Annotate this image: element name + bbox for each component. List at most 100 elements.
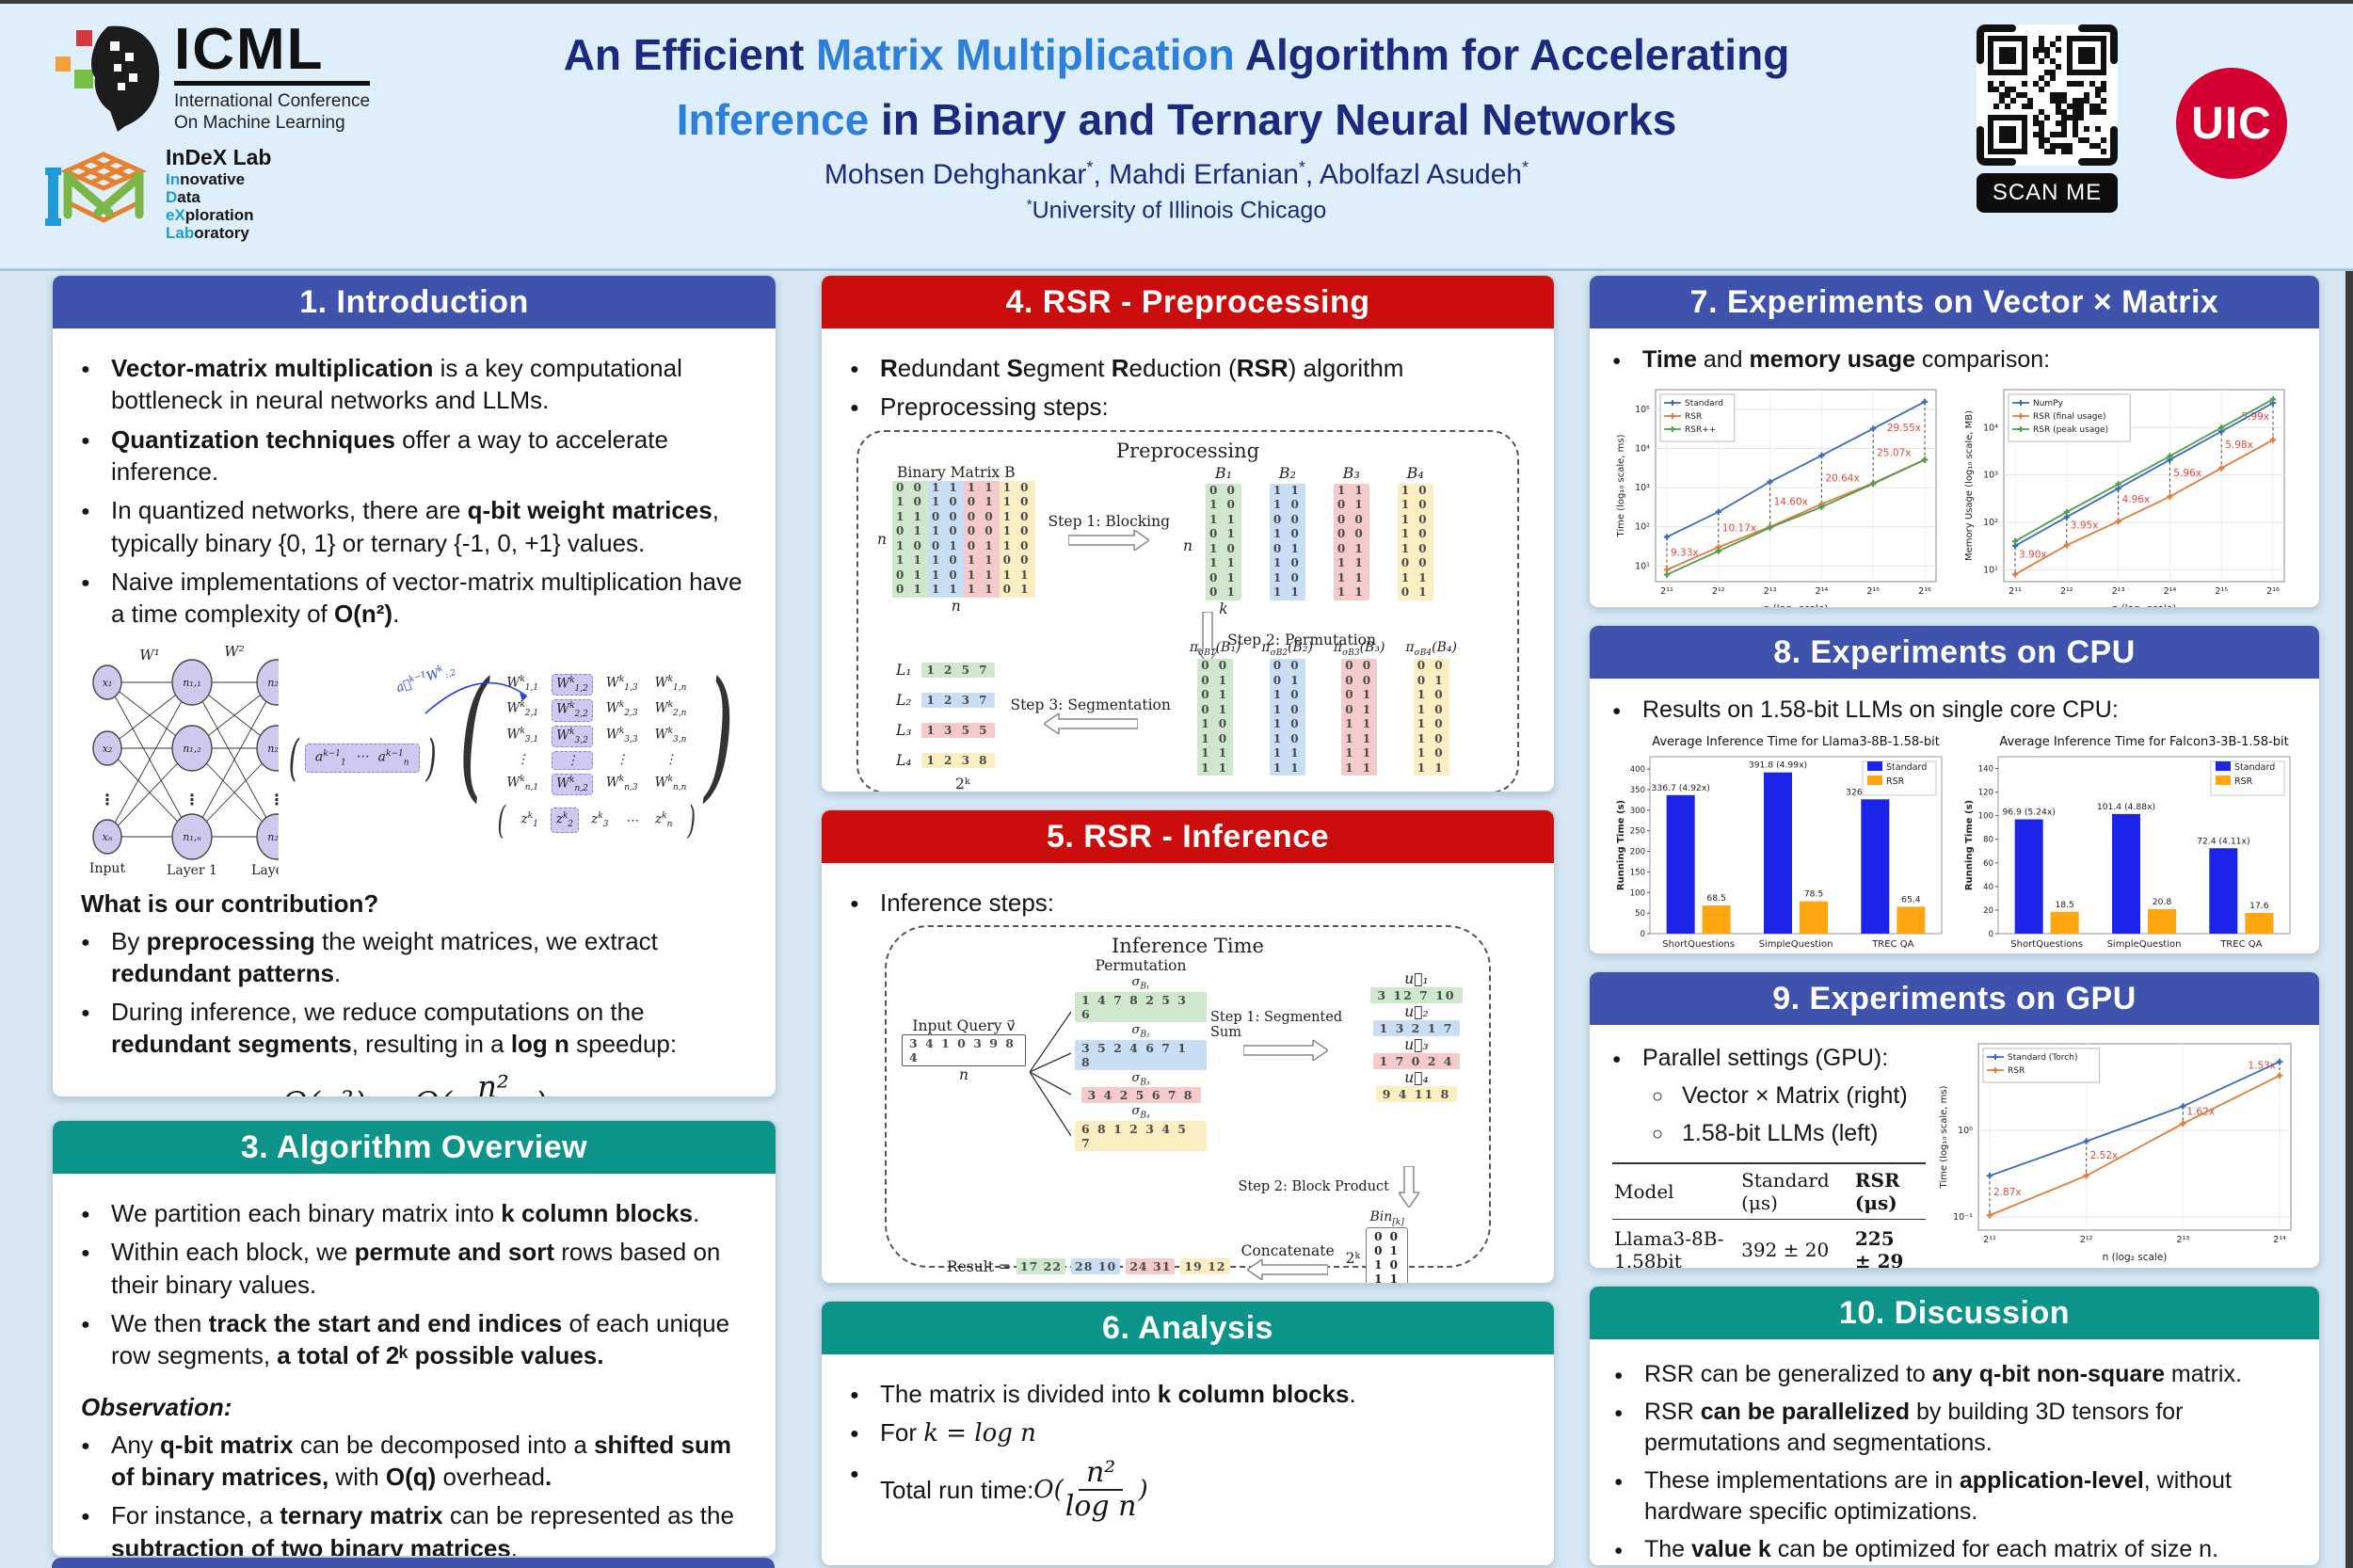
svg-text:NumPy: NumPy [2033,399,2064,408]
rsr-inf-bullets: ● Inference steps: [850,887,1526,919]
bullet-item: ● Within each block, we permute and sort … [81,1238,721,1299]
svg-text:300: 300 [1630,807,1645,816]
svg-text:RSR: RSR [1685,412,1702,422]
weight-matrix-figure: (ak−11 ⋯ ak−1n)(Wk1,1 Wk1,2 Wk1,3 Wk1,n Wk2,1 W… [288,651,735,842]
section-introduction: 1. Introduction ● Vector-matrix multiplic… [52,275,776,1097]
scan-me-label: SCAN ME [1977,173,2118,213]
svg-text:n₁,₁: n₁,₁ [183,677,200,689]
algo-bullets: ● We partition each binary matrix into k … [81,1197,747,1372]
svg-text:9.33x: 9.33x [1671,548,1699,559]
svg-text:2¹¹: 2¹¹ [1660,586,1673,597]
svg-text:20.64x: 20.64x [1825,472,1859,484]
svg-text:2¹³: 2¹³ [2176,1235,2189,1245]
svg-text:SimpleQuestion: SimpleQuestion [1759,939,1833,950]
svg-text:140: 140 [1978,765,1993,775]
svg-text:Time (log₁₀ scale, ms): Time (log₁₀ scale, ms) [1616,434,1626,537]
svg-text:101.4 (4.88x): 101.4 (4.88x) [2097,802,2155,812]
svg-text:Standard: Standard [1685,399,1723,408]
svg-text:68.5: 68.5 [1706,893,1726,904]
svg-text:W¹: W¹ [139,647,159,664]
svg-text:Input: Input [89,861,126,876]
svg-text:50: 50 [1635,909,1645,919]
icml-subtitle: International Conference On Machine Lear… [174,91,371,133]
icml-text: ICML International Conference On Machine… [174,21,371,135]
svg-text:n₂,₁: n₂,₁ [267,677,278,689]
bullet-item: ● Total run time: O(n² log n) [850,1455,1148,1524]
svg-text:Layer 1: Layer 1 [167,863,217,878]
section-discussion-title: 10. Discussion [1590,1287,2319,1339]
gpu-results-table: Model Standard (μs) RSR (μs) Llama3-8B-1.58… [1612,1162,1926,1268]
svg-text:10⁵: 10⁵ [1635,405,1650,415]
falcon-chart: Average Inference Time for Falcon3-3B-1.… [1964,735,2291,950]
section-analysis-title: 6. Analysis [822,1302,1554,1354]
svg-text:2¹³: 2¹³ [1764,586,1777,597]
top-edge [0,0,2353,4]
svg-text:400: 400 [1630,765,1645,775]
svg-text:2¹⁴: 2¹⁴ [1816,586,1829,597]
svg-text:W²: W² [224,643,244,660]
intro-figure: x₁x₂xₙ⋮n₁,₁n₁,₂n₁,ₙ⋮n₂,₁n₂,₂n₂,ₙ⋮y₁yₙ⋮W¹… [75,637,747,880]
qr-code [1977,24,2118,166]
bullet-item: ● Time and memory usage comparison: [1612,346,2051,373]
bullet-item: ○ 1.58-bit LLMs (left) [1652,1120,1879,1146]
bullet-item: ● During inference, we reduce computation… [81,998,678,1059]
svg-text:5.99x: 5.99x [2241,411,2269,423]
intro-bullets: ● Vector-matrix multiplication is a key c… [81,352,747,631]
svg-text:1.62x: 1.62x [2186,1107,2215,1118]
svg-text:ShortQuestions: ShortQuestions [2010,939,2083,950]
svg-text:Running Time (s): Running Time (s) [1616,800,1626,890]
svg-text:40: 40 [1983,883,1993,892]
svg-text:72.4 (4.11x): 72.4 (4.11x) [2197,836,2249,846]
svg-text:n₂,ₙ: n₂,ₙ [267,831,278,843]
svg-text:10.17x: 10.17x [1722,523,1756,535]
svg-text:17.6: 17.6 [2249,901,2269,911]
vm-charts-row: 10¹ 10² 10³ 10⁴ 10⁵ 2¹¹ 2¹² 2¹³ 2¹⁴ 2¹⁵ 2¹⁶ 9.33x 10… [1612,382,2297,607]
bullet-item: ● By preprocessing the weight matrices, w… [81,926,658,987]
svg-text:TREC QA: TREC QA [1871,939,1913,950]
svg-text:RSR (peak usage): RSR (peak usage) [2033,425,2108,435]
svg-text:RSR++: RSR++ [1685,425,1716,435]
svg-text:100: 100 [1978,812,1993,822]
exp-gpu-bullets: ● Parallel settings (GPU): ○ Vector × Matri… [1612,1043,1926,1149]
bullet-item: ● Naive implementations of vector-matrix … [81,567,743,629]
svg-text:200: 200 [1630,848,1645,857]
svg-text:391.8 (4.99x): 391.8 (4.99x) [1749,760,1807,771]
svg-text:29.55x: 29.55x [1887,423,1921,434]
section-algorithm-overview: 3. Algorithm Overview ● We partition each… [52,1120,776,1557]
bullet-item: ○ Vector × Matrix (right) [1652,1082,1908,1109]
neural-network-diagram: x₁x₂xₙ⋮n₁,₁n₁,₂n₁,ₙ⋮n₂,₁n₂,₂n₂,ₙ⋮y₁yₙ⋮W¹… [89,643,279,878]
svg-text:n₁,ₙ: n₁,ₙ [183,831,200,843]
svg-text:ShortQuestions: ShortQuestions [1662,939,1735,950]
bullet-item: ● The matrix is divided into k column blo… [850,1380,1356,1408]
memory-chart: 10¹ 10² 10³ 10⁴ 2¹¹ 2¹² 2¹³ 2¹⁴ 2¹⁵ 2¹⁶ 3.90x 3.95x… [1964,389,2285,607]
svg-text:TREC QA: TREC QA [2219,939,2262,950]
section-exp-vector-matrix: 7. Experiments on Vector × Matrix ● Time … [1589,275,2320,608]
svg-text:n₁,₂: n₁,₂ [183,743,200,755]
svg-text:n (log₂ scale): n (log₂ scale) [2102,1252,2167,1263]
bullet-item: ● RSR can be generalized to any q-bit non… [1614,1361,2242,1387]
bullet-item: ● We partition each binary matrix into k … [81,1199,700,1227]
svg-text:2¹¹: 2¹¹ [2009,586,2022,597]
svg-text:336.7 (4.92x): 336.7 (4.92x) [1652,783,1710,793]
bullet-item: ● For k = log n [850,1418,1036,1448]
svg-text:2¹⁴: 2¹⁴ [2164,586,2177,597]
bullet-item: ● We then track the start and end indices… [81,1308,730,1370]
svg-text:150: 150 [1630,868,1645,877]
diagram-title: Preprocessing [1115,439,1260,462]
svg-text:RSR: RSR [2008,1066,2025,1076]
title-block: An Efficient Matrix Multiplication Algor… [395,23,1958,224]
svg-text:x₂: x₂ [103,743,113,755]
svg-text:10⁰: 10⁰ [1958,1126,1973,1136]
index-lab-text: InDeX Lab Innovative Data eXploration Labor… [166,145,271,242]
exp-cpu-bullets: ● Results on 1.58-bit LLMs on single core… [1612,695,2297,726]
svg-text:Standard: Standard [2234,762,2275,773]
section-exp-vector-matrix-title: 7. Experiments on Vector × Matrix [1590,276,2319,328]
bullet-item: ● RSR can be parallelized by building 3D … [1614,1399,2184,1456]
svg-text:80: 80 [1983,836,1993,845]
authors: Mohsen Dehghankar*, Mahdi Erfanian*, Abo… [824,158,1529,190]
contribution-heading: What is our contribution? [81,888,379,918]
svg-text:10⁻¹: 10⁻¹ [1953,1212,1973,1223]
svg-text:10⁴: 10⁴ [1635,443,1650,454]
header: ICML International Conference On Machine… [0,4,2353,271]
bullet-item: ● Inference steps: [850,888,1054,917]
